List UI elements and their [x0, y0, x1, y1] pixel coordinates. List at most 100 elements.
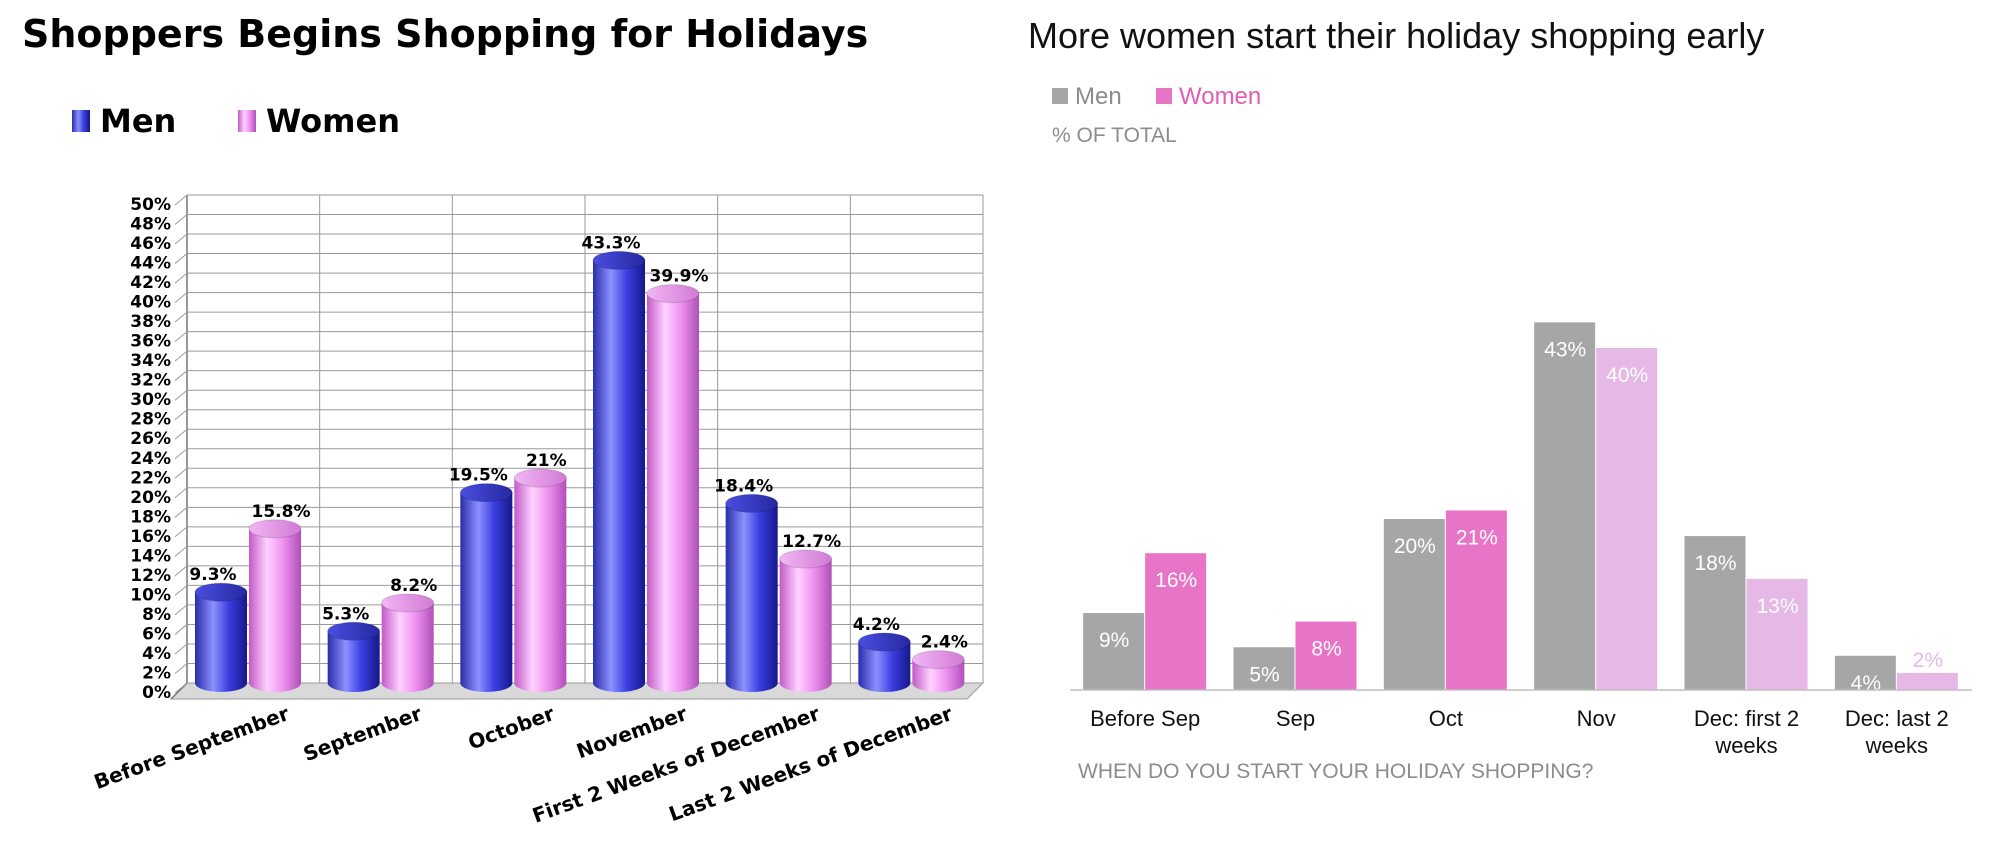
y-tick-label: 28%	[130, 410, 171, 430]
legend-label-men: Men	[100, 102, 176, 140]
data-label: 20%	[1394, 535, 1436, 558]
y-tick-label: 20%	[130, 488, 171, 508]
y-tick-label: 30%	[130, 390, 171, 410]
data-label: 9%	[1099, 629, 1129, 652]
gridline-side	[174, 214, 188, 225]
legend-swatch-men	[1052, 88, 1068, 104]
gridline-side	[174, 389, 188, 401]
x-tick-label: Dec: first 2 weeks	[1694, 706, 1799, 758]
y-tick-label: 38%	[130, 312, 171, 332]
y-tick-label: 16%	[130, 527, 171, 547]
data-label: 19.5%	[449, 466, 508, 486]
bar-women	[248, 519, 302, 692]
y-tick-label: 32%	[130, 371, 171, 391]
gridline-side	[174, 370, 188, 382]
gridline-side	[174, 311, 188, 323]
y-tick-label: 40%	[130, 293, 171, 313]
gridline-side	[174, 428, 188, 440]
data-label: 4.2%	[853, 615, 900, 635]
gridline-side	[174, 350, 188, 362]
bar-men	[1233, 647, 1295, 690]
legend-swatch-women	[1156, 88, 1172, 104]
bar-body	[460, 492, 513, 692]
bar-men	[725, 493, 779, 693]
gridline-side	[174, 604, 188, 616]
gridline-side	[174, 409, 188, 421]
bar-cap	[459, 483, 513, 503]
data-label: 43%	[1544, 338, 1586, 361]
bar-men	[459, 483, 513, 692]
legend: Men Women	[1052, 83, 1261, 110]
data-label: 12.7%	[782, 532, 841, 552]
x-axis-label: WHEN DO YOU START YOUR HOLIDAY SHOPPING?	[1078, 760, 1593, 783]
legend-swatch-men	[72, 110, 90, 132]
x-tick-label: Before Sep	[1090, 706, 1200, 731]
gridline-side	[174, 253, 188, 264]
data-label: 15.8%	[252, 502, 311, 522]
bar-women	[1145, 553, 1207, 690]
data-label: 18.4%	[714, 476, 773, 496]
data-label: 40%	[1606, 364, 1648, 387]
bar-men	[592, 250, 646, 692]
gridline-side	[174, 506, 188, 518]
bar-cap	[513, 468, 567, 488]
x-tick-label: Before September	[91, 701, 293, 794]
bar-women	[1596, 348, 1658, 690]
bar-cap	[857, 632, 911, 652]
gridline-side	[174, 292, 188, 303]
chart-title: More women start their holiday shopping …	[1028, 15, 1764, 56]
y-tick-label: 22%	[130, 468, 171, 488]
legend-swatch-women	[238, 110, 256, 132]
bar-cap	[911, 650, 965, 670]
gridline-side	[174, 487, 188, 499]
bar-women	[513, 468, 567, 693]
data-label: 2%	[1913, 649, 1943, 672]
y-tick-label: 46%	[130, 234, 171, 254]
gridline-side	[174, 682, 188, 694]
bar-body	[647, 293, 699, 692]
gridline-side	[174, 272, 188, 284]
bar-body	[327, 631, 380, 693]
y-tick-label: 18%	[130, 507, 171, 527]
gridline-side	[174, 663, 188, 674]
legend: Men Women	[72, 102, 400, 140]
bar-body	[779, 559, 832, 693]
bar-women	[1746, 578, 1808, 690]
plot-area: 0%2%4%6%8%10%12%14%16%18%20%22%24%26%28%…	[91, 194, 985, 828]
bar-cap	[592, 250, 646, 270]
plot-area: 9% 16% Before Sep 5% 8% Sep 20% 21% Oct 43% 40% Nov…	[1070, 322, 1972, 758]
bar-men	[1684, 536, 1746, 690]
y-tick-label: 6%	[142, 624, 171, 644]
data-label: 5%	[1249, 663, 1279, 686]
data-label: 2.4%	[921, 633, 968, 653]
data-label: 5.3%	[322, 604, 369, 624]
right-chart: More women start their holiday shopping …	[1028, 15, 1972, 783]
bar-men	[1534, 322, 1596, 690]
x-tick-label: Nov	[1577, 706, 1616, 731]
bar-men	[1834, 655, 1896, 690]
y-tick-label: 4%	[142, 644, 171, 664]
data-label: 21%	[1456, 526, 1498, 549]
legend-label-men: Men	[1075, 83, 1122, 110]
y-tick-label: 8%	[142, 605, 171, 625]
data-label: 16%	[1155, 569, 1197, 592]
gridline-side	[174, 233, 188, 245]
bar-body	[381, 602, 434, 693]
data-label: 9.3%	[189, 565, 236, 585]
y-tick-label: 48%	[130, 215, 171, 235]
gridline-side	[174, 565, 188, 577]
gridline-side	[174, 331, 188, 343]
data-label: 4%	[1851, 672, 1881, 695]
data-label: 21%	[526, 451, 567, 471]
y-tick-label: 50%	[130, 195, 171, 215]
y-axis-label: % OF TOTAL	[1052, 124, 1177, 147]
y-tick-label: 0%	[142, 683, 171, 703]
bar-men	[327, 621, 381, 693]
y-tick-label: 2%	[142, 663, 171, 683]
x-tick-label: Oct	[1429, 706, 1463, 731]
bar-cap	[725, 493, 779, 513]
bar-cap	[779, 549, 833, 569]
bar-cap	[381, 593, 435, 613]
gridline-side	[174, 545, 188, 557]
x-tick-label: Dec: last 2 weeks	[1845, 706, 1949, 758]
